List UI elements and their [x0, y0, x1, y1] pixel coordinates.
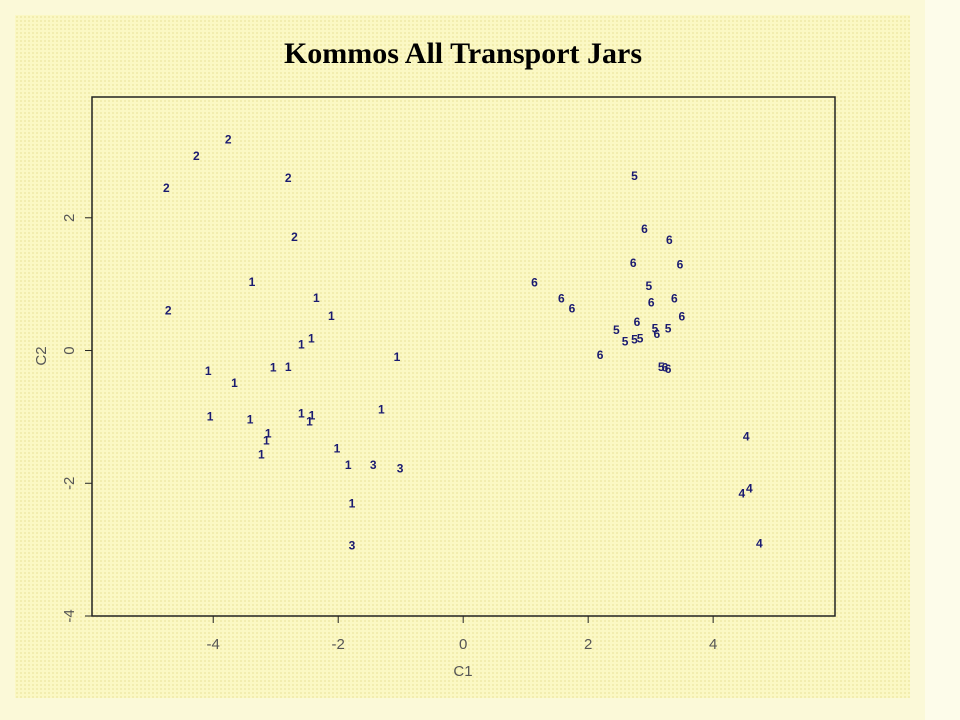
point: 6: [641, 222, 648, 236]
point: 1: [263, 434, 270, 448]
plot-frame: [91, 96, 836, 617]
point: 1: [306, 414, 313, 428]
point: 3: [370, 458, 377, 472]
point: 5: [665, 321, 672, 335]
point: 4: [746, 481, 753, 495]
y-axis-label: C2: [33, 346, 50, 365]
chart-title: Kommos All Transport Jars: [284, 37, 642, 70]
x-axis-label: C1: [453, 663, 472, 680]
point: 6: [654, 327, 661, 341]
point: 1: [207, 410, 214, 424]
point: 1: [349, 497, 356, 511]
point: 5: [613, 323, 620, 337]
y-tick-label: -4: [61, 609, 78, 622]
point: 2: [193, 149, 200, 163]
point: 1: [308, 331, 315, 345]
point: 6: [634, 315, 641, 329]
point: 6: [671, 292, 678, 306]
point: 5: [652, 321, 659, 335]
point: 1: [328, 309, 335, 323]
point: 6: [665, 362, 672, 376]
panel: [15, 15, 910, 698]
point: 3: [349, 538, 356, 552]
x-tick-label: 4: [709, 636, 717, 653]
point: 1: [378, 402, 385, 416]
point: 3: [397, 461, 404, 475]
point: 1: [345, 458, 352, 472]
point: 6: [630, 256, 637, 270]
point: 5: [631, 333, 638, 347]
point: 1: [258, 448, 265, 462]
point: 6: [679, 310, 686, 324]
point: 1: [394, 350, 401, 364]
point: 2: [291, 230, 298, 244]
point: 1: [205, 364, 212, 378]
point: 6: [648, 296, 655, 310]
point: 1: [313, 291, 320, 305]
point: 4: [756, 536, 763, 550]
side-strip: [925, 0, 960, 720]
point: 2: [163, 181, 170, 195]
point: 5: [658, 360, 665, 374]
point: 6: [558, 292, 565, 306]
point: 2: [285, 171, 292, 185]
y-tick-label: 0: [61, 346, 78, 354]
x-tick-label: -4: [207, 636, 220, 653]
y-tick-label: 2: [61, 214, 78, 222]
point: 5: [645, 279, 652, 293]
point: 4: [739, 487, 746, 501]
point: 6: [666, 233, 673, 247]
point: 2: [165, 304, 172, 318]
point: 1: [247, 412, 254, 426]
point: 1: [270, 361, 277, 375]
point: 1: [309, 408, 316, 422]
point: 1: [249, 275, 256, 289]
point: 1: [231, 376, 238, 390]
y-tick-label: -2: [61, 477, 78, 490]
point: 5: [631, 169, 638, 183]
point: 6: [677, 258, 684, 272]
point: 1: [298, 337, 305, 351]
x-tick-label: -2: [332, 636, 345, 653]
point: 5: [622, 335, 629, 349]
point: 1: [298, 406, 305, 420]
x-tick-label: 0: [459, 636, 467, 653]
point: 6: [597, 348, 604, 362]
point: 1: [334, 442, 341, 456]
point: 6: [531, 276, 538, 290]
point: 4: [743, 430, 750, 444]
point: 1: [285, 360, 292, 374]
point: 5: [637, 331, 644, 345]
point: 2: [225, 132, 232, 146]
x-tick-label: 2: [584, 636, 592, 653]
point: 6: [662, 361, 669, 375]
point: 6: [569, 302, 576, 316]
point: 1: [265, 426, 272, 440]
